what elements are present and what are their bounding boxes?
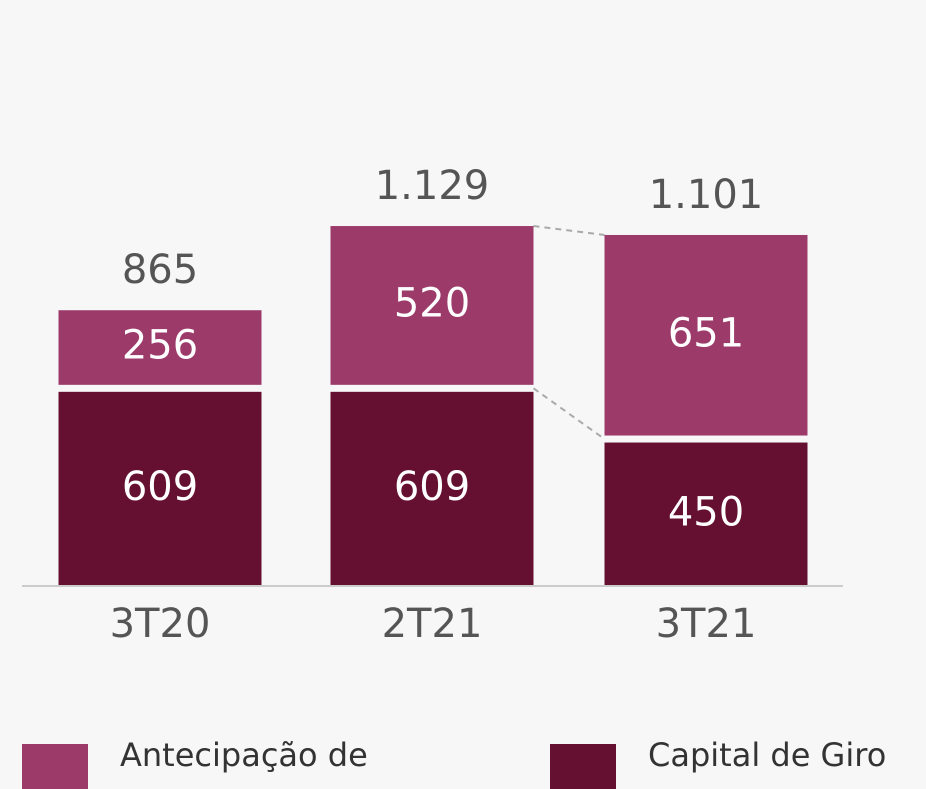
segment-label: 609 [394, 464, 470, 510]
bar-segment [604, 234, 808, 436]
bar-segment [604, 442, 808, 586]
bar-segment [330, 391, 534, 586]
legend-label: Antecipação de [120, 736, 368, 774]
x-tick-label: 3T20 [110, 601, 211, 647]
x-tick-label: 3T21 [656, 601, 757, 647]
segment-label: 450 [668, 489, 744, 535]
segment-label: 651 [668, 310, 744, 356]
connector [533, 225, 605, 236]
total-label: 1.129 [375, 163, 490, 209]
bar-segment [58, 391, 262, 586]
x-tick-label: 2T21 [382, 601, 483, 647]
segment-label: 256 [122, 323, 198, 369]
segment-label: 520 [394, 280, 470, 326]
legend-swatch [550, 744, 616, 789]
bar-segment [330, 226, 534, 385]
legend-swatch [22, 744, 88, 789]
bar-segment [58, 310, 262, 385]
segment-label: 609 [122, 464, 198, 510]
total-label: 865 [122, 247, 198, 293]
legend-label: Capital de Giro [648, 736, 886, 774]
total-label: 1.101 [649, 172, 764, 218]
connector [532, 387, 606, 440]
